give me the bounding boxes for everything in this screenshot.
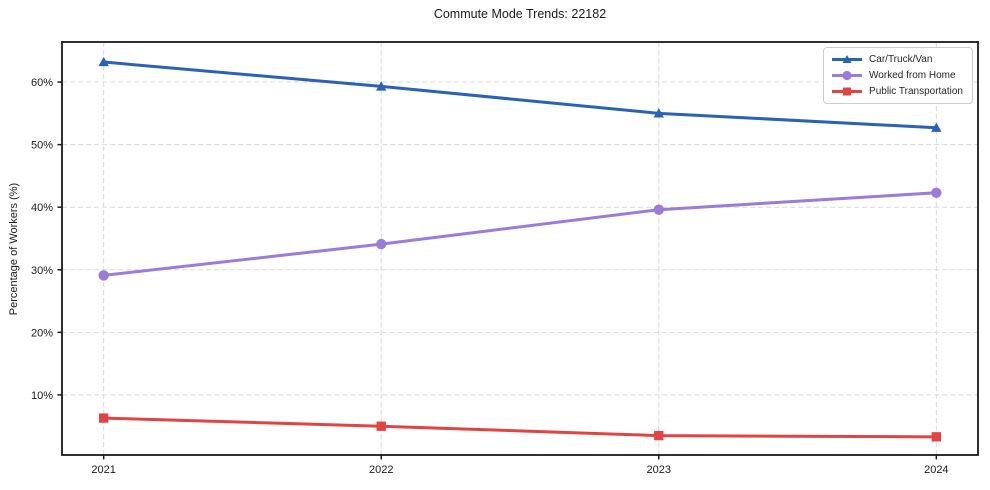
y-tick-label-30: 30%	[31, 265, 53, 277]
series-line-worked-from-home	[102, 191, 938, 277]
series-public-transportation-marker-square	[654, 430, 664, 441]
y-tick-label-20: 20%	[31, 327, 53, 339]
x-tick-label-2021: 2021	[91, 464, 115, 476]
legend-item-car-truck-van: Car/Truck/Van	[831, 53, 963, 66]
y-axis-label: Percentage of Workers (%)	[8, 182, 20, 316]
triangle-marker-icon	[832, 55, 863, 63]
circle-marker-icon	[832, 70, 863, 81]
legend-label-public-transportation: Public Transportation	[869, 86, 963, 97]
series-public-transportation-marker-square	[98, 413, 109, 423]
square-marker-icon	[832, 87, 863, 96]
series-car-truck-van-marker-triangle	[931, 122, 942, 132]
series-car-truck-van-marker-triangle	[653, 108, 664, 118]
series-car-truck-van-marker-triangle	[98, 56, 109, 67]
series-worked-from-home-marker-circle	[98, 270, 109, 281]
series-line-public-transportation	[102, 416, 938, 439]
series-worked-from-home-marker-circle	[376, 238, 387, 250]
chart-title: Commute Mode Trends: 22182	[433, 7, 607, 21]
legend-label-worked-from-home: Worked from Home	[869, 70, 956, 81]
y-tick-label-40: 40%	[31, 202, 53, 214]
series-public-transportation-marker-square	[376, 421, 386, 431]
legend: Car/Truck/Van Worked from Home Public Tran…	[823, 47, 973, 104]
x-tick-label-2024: 2024	[924, 464, 948, 476]
legend-item-public-transportation: Public Transportation	[831, 85, 963, 98]
series-worked-from-home-marker-circle	[931, 187, 942, 199]
y-tick-label-60: 60%	[31, 77, 53, 89]
x-tick-label-2022: 2022	[369, 464, 393, 476]
axes-frame	[61, 41, 979, 456]
series-public-transportation-marker-square	[931, 432, 942, 442]
legend-item-worked-from-home: Worked from Home	[831, 69, 963, 82]
series-worked-from-home-marker-circle	[653, 204, 664, 215]
y-tick-label-10: 10%	[31, 390, 53, 402]
y-tick-label-50: 50%	[31, 140, 53, 152]
series-line-car-truck-van	[102, 60, 938, 130]
legend-label-car-truck-van: Car/Truck/Van	[869, 54, 933, 65]
x-tick-label-2023: 2023	[647, 464, 671, 476]
series-car-truck-van-marker-triangle	[376, 81, 387, 91]
